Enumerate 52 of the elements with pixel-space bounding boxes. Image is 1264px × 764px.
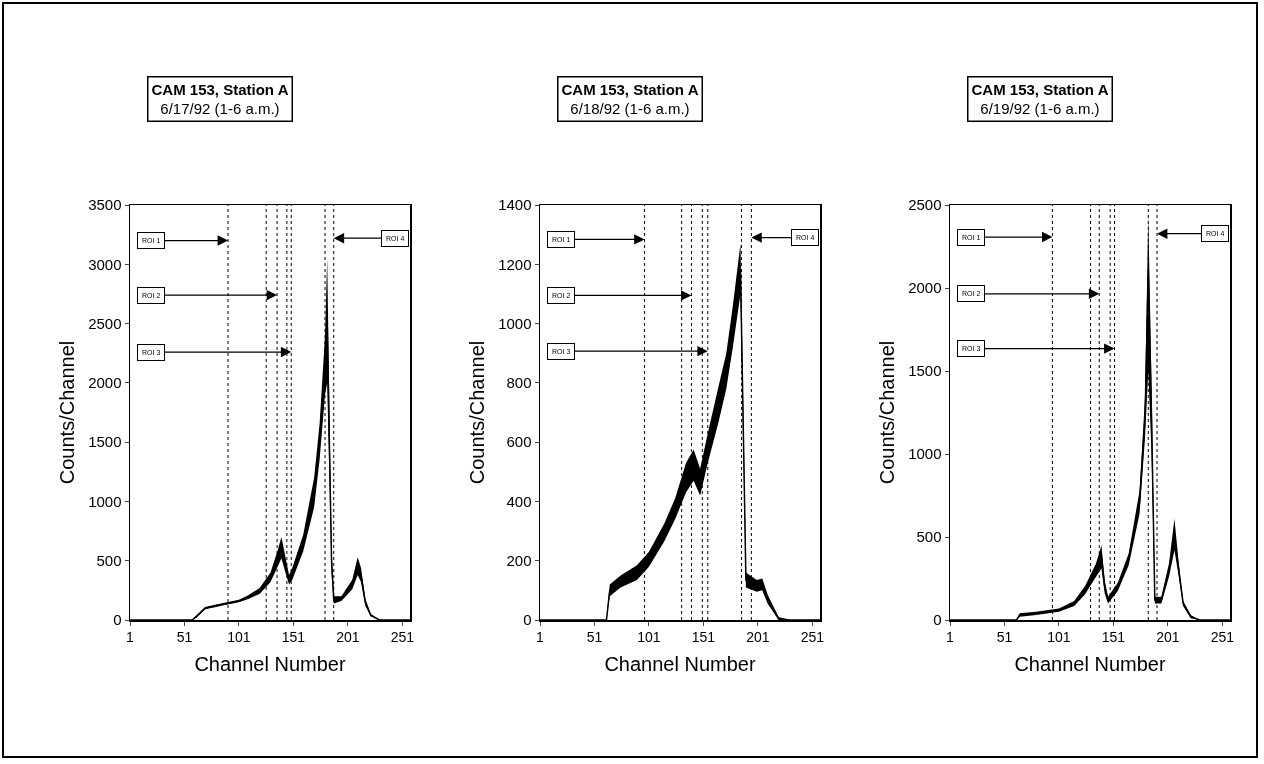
y-tick-label: 0 [113,611,122,629]
x-tick-label: 201 [1156,629,1180,646]
x-tick-label: 251 [390,629,415,646]
y-tick-label: 800 [506,374,532,392]
x-tick-label: 151 [691,629,716,646]
x-tick-label: 151 [1101,629,1126,646]
x-tick-label: 101 [227,629,251,646]
y-tick-label: 3500 [88,196,122,214]
y-tick-label: 1000 [908,445,942,463]
chart-subtitle: 6/19/92 (1-6 a.m.) [980,100,1100,117]
y-tick-label: 1500 [908,362,942,380]
y-tick-label: 500 [96,551,122,569]
y-tick-label: 2000 [88,374,122,392]
y-tick-label: 3000 [88,255,122,273]
y-tick-label: 1400 [498,196,532,214]
y-tick-label: 2500 [88,314,122,332]
y-tick-label: 1000 [498,314,532,332]
x-tick-label: 1 [536,629,545,646]
x-tick-label: 51 [996,629,1013,646]
x-tick-label: 151 [281,629,306,646]
y-tick-label: 0 [933,611,942,629]
x-tick-label: 51 [176,629,193,646]
x-tick-label: 251 [1210,629,1235,646]
x-tick-label: 201 [746,629,770,646]
y-tick-label: 200 [506,551,532,569]
y-tick-label: 400 [506,492,532,510]
y-tick-label: 1500 [88,433,122,451]
x-tick-label: 251 [800,629,825,646]
x-tick-label: 1 [946,629,955,646]
y-axis-title: Counts/Channel [875,340,898,485]
x-axis-title: Channel Number [194,652,346,675]
x-tick-label: 101 [637,629,661,646]
x-tick-label: 51 [586,629,603,646]
y-tick-label: 2500 [908,196,942,214]
chart-subtitle: 6/17/92 (1-6 a.m.) [160,100,280,117]
x-tick-label: 1 [126,629,135,646]
chart-title: CAM 153, Station A [971,80,1109,98]
x-tick-label: 101 [1047,629,1071,646]
y-axis-title: Counts/Channel [55,340,78,485]
y-tick-label: 1000 [88,492,122,510]
chart-title: CAM 153, Station A [561,80,699,98]
y-tick-label: 2000 [908,279,942,297]
x-axis-title: Channel Number [1014,652,1166,675]
y-tick-label: 0 [523,611,532,629]
chart-title: CAM 153, Station A [151,80,289,98]
chart-subtitle: 6/18/92 (1-6 a.m.) [570,100,690,117]
x-axis-title: Channel Number [604,652,756,675]
y-axis-title: Counts/Channel [465,340,488,485]
y-tick-label: 500 [916,528,942,546]
y-tick-label: 600 [506,433,532,451]
y-tick-label: 1200 [498,255,532,273]
x-tick-label: 201 [336,629,360,646]
